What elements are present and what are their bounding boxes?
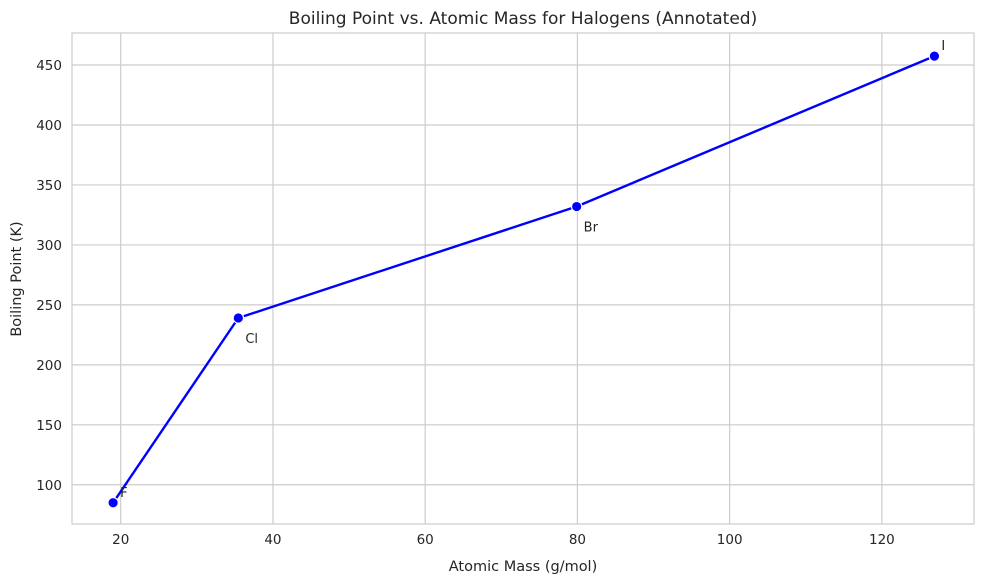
series: F Cl Br I [107,39,945,509]
y-tick-label: 350 [36,178,62,194]
data-point-f [107,496,119,509]
x-tick-label: 120 [869,532,895,548]
chart-title: Boiling Point vs. Atomic Mass for Haloge… [289,9,757,29]
grid [72,33,974,524]
x-tick-label: 40 [264,532,281,548]
x-tick-label: 80 [569,532,586,548]
y-tick-label: 250 [36,298,62,314]
x-tick-label: 20 [112,532,129,548]
data-point-cl [232,312,245,324]
y-tick-label: 450 [36,58,62,74]
data-point-i [928,50,941,62]
data-label-cl: Cl [245,332,258,347]
x-tick-label: 60 [417,532,434,548]
y-tick-label: 200 [36,358,62,374]
data-label-f: F [120,486,127,501]
y-tick-label: 100 [36,478,62,494]
x-axis-label: Atomic Mass (g/mol) [449,559,598,575]
tick-labels: 20 40 60 80 100 120 100 150 200 250 300 350 400 450 [36,58,895,548]
data-label-i: I [941,39,945,54]
series-line [112,54,935,504]
data-label-br: Br [584,221,599,236]
y-tick-label: 300 [36,238,62,254]
x-tick-label: 100 [717,532,743,548]
plot-area-frame [71,32,975,525]
y-axis-label: Boiling Point (K) [9,221,25,336]
y-tick-label: 400 [36,118,62,134]
y-tick-label: 150 [36,418,62,434]
data-point-br [570,200,583,213]
